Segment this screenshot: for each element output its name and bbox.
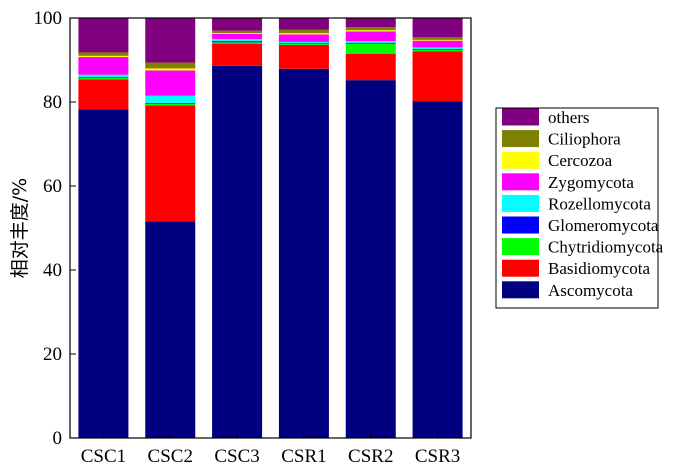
x-category-label-csr2: CSR2 [348, 446, 393, 467]
bars-group [78, 18, 463, 438]
bar-segment-csr3-others [412, 18, 463, 38]
legend-label-cercozoa: Cercozoa [548, 151, 613, 170]
bar-segment-csr3-basidiomycota [412, 51, 463, 102]
bar-segment-csc1-chytridiomycota [78, 78, 129, 80]
bar-segment-csc2-rozellomycota [145, 95, 196, 103]
bar-segment-csc3-cercozoa [212, 33, 263, 34]
bar-segment-csc1-ciliophora [78, 52, 129, 56]
bar-segment-csr2-ciliophora [345, 27, 396, 31]
legend-swatch-glomeromycota [502, 216, 539, 234]
bar-segment-csr1-cercozoa [278, 33, 329, 35]
x-category-label-csc1: CSC1 [81, 446, 126, 467]
bar-segment-csc2-zygomycota [145, 70, 196, 96]
bar-segment-csr1-basidiomycota [278, 44, 329, 69]
plot-frame [69, 17, 472, 439]
legend-swatch-cercozoa [502, 151, 539, 169]
legend-label-glomeromycota: Glomeromycota [548, 216, 659, 235]
bar-segment-csc1-zygomycota [78, 57, 129, 75]
bar-segment-csr1-rozellomycota [278, 41, 329, 44]
bar-segment-csr2-rozellomycota [345, 41, 396, 43]
legend-swatch-others [502, 108, 539, 126]
legend-label-others: others [548, 108, 590, 127]
legend-label-rozellomycota: Rozellomycota [548, 194, 651, 213]
bar-segment-csc1-cercozoa [78, 55, 129, 58]
bar-segment-csr3-chytridiomycota [412, 49, 463, 52]
bar-segment-csr3-ciliophora [412, 37, 463, 40]
bar-segment-csc3-chytridiomycota [212, 42, 263, 44]
bar-segment-csr2-ascomycota [345, 80, 396, 438]
bar-segment-csr1-chytridiomycota [278, 44, 329, 45]
legend: others Ciliophora Cercozoa Zygomycota Rozell… [495, 107, 664, 309]
bar-segment-csr2-glomeromycota [345, 42, 396, 44]
bar-segment-csr1-others [278, 18, 329, 30]
bar-segment-csr2-basidiomycota [345, 53, 396, 81]
bar-segment-csc2-cercozoa [145, 68, 196, 71]
y-tick-label: 20 [43, 344, 62, 365]
y-tick-label: 100 [34, 8, 63, 29]
legend-swatch-rozellomycota [502, 194, 539, 212]
bar-segment-csc3-ascomycota [212, 65, 263, 438]
bar-segment-csc2-chytridiomycota [145, 103, 196, 106]
bar-segment-csr1-zygomycota [278, 34, 329, 42]
bar-segment-csc2-others [145, 18, 196, 63]
y-axis-ticks: 0 20 40 60 80 100 [34, 8, 76, 449]
bar-segment-csr3-rozellomycota [412, 47, 463, 50]
legend-label-ciliophora: Ciliophora [548, 130, 621, 149]
legend-label-basidiomycota: Basidiomycota [548, 259, 650, 278]
bar-segment-csr1-glomeromycota [278, 43, 329, 45]
legend-swatch-ciliophora [502, 130, 539, 148]
bar-segment-csc3-rozellomycota [212, 39, 263, 42]
x-category-label-csc2: CSC2 [148, 446, 193, 467]
bar-segment-csr3-zygomycota [412, 40, 463, 48]
bar-segment-csr2-chytridiomycota [345, 43, 396, 54]
bar-segment-csc2-basidiomycota [145, 105, 196, 222]
legend-swatch-ascomycota [502, 281, 539, 299]
legend-swatch-chytridiomycota [502, 238, 539, 256]
y-tick-label: 0 [53, 428, 63, 449]
bar-segment-csr1-ciliophora [278, 29, 329, 34]
legend-label-chytridiomycota: Chytridiomycota [548, 238, 664, 257]
legend-label-ascomycota: Ascomycota [548, 281, 633, 300]
x-category-label-csr1: CSR1 [281, 446, 326, 467]
bar-segment-csr2-others [345, 18, 396, 28]
y-axis-title: 相对丰度/% [9, 178, 31, 278]
bar-segment-csc2-ciliophora [145, 62, 196, 69]
bar-segment-csc3-zygomycota [212, 33, 263, 39]
legend-swatch-zygomycota [502, 173, 539, 191]
bar-segment-csc3-glomeromycota [212, 41, 263, 43]
y-tick-label: 40 [43, 260, 62, 281]
bar-segment-csr2-zygomycota [345, 31, 396, 42]
bar-segment-csc3-basidiomycota [212, 43, 263, 66]
bar-segment-csc3-ciliophora [212, 30, 263, 34]
bar-segment-csc1-others [78, 18, 129, 53]
bar-segment-csr3-cercozoa [412, 39, 463, 41]
y-tick-label: 80 [43, 92, 62, 113]
y-tick-label: 60 [43, 176, 62, 197]
bar-segment-csr3-glomeromycota [412, 49, 463, 50]
legend-swatch-basidiomycota [502, 259, 539, 277]
bar-segment-csr1-ascomycota [278, 68, 329, 438]
x-category-label-csr3: CSR3 [415, 446, 460, 467]
bar-segment-csc1-glomeromycota [78, 77, 129, 79]
bar-segment-csr3-ascomycota [412, 101, 463, 438]
bar-segment-csc1-basidiomycota [78, 79, 129, 110]
bar-segment-csr2-cercozoa [345, 30, 396, 32]
bar-segment-csc1-ascomycota [78, 109, 129, 438]
bar-segment-csc3-others [212, 18, 263, 31]
bar-segment-csc2-glomeromycota [145, 102, 196, 104]
legend-box [495, 107, 659, 309]
legend-label-zygomycota: Zygomycota [548, 173, 634, 192]
x-category-label-csc3: CSC3 [214, 446, 259, 467]
bar-segment-csc2-ascomycota [145, 221, 196, 438]
bar-segment-csc1-rozellomycota [78, 74, 129, 78]
x-axis-labels: CSC1 CSC2 CSC3 CSR1 CSR2 CSR3 [81, 433, 460, 467]
